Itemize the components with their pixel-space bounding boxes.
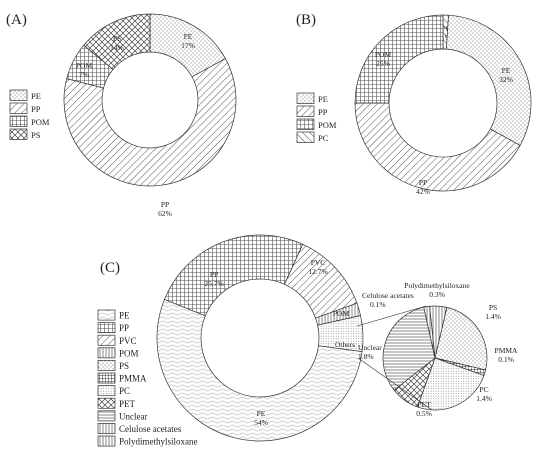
a-slice-label-pp: PP — [161, 200, 169, 209]
legend-c-label-celulose-acetates: Celulose acetates — [119, 424, 182, 434]
legend-b-swatch-pc — [296, 131, 315, 143]
sub-slice-ps — [434, 306, 488, 371]
sub-slice-value-polydimethylsiloxane: 0.3% — [429, 290, 445, 299]
sub-slice-unclear — [382, 306, 436, 391]
sub-slice-value-unclear: 1.8% — [358, 352, 374, 361]
legend-b-label-pe: PE — [318, 94, 328, 104]
b-slice-pe — [446, 14, 532, 146]
legend-c-label-pvc: PVC — [119, 336, 137, 346]
c-slice-value-pvc: 12.7% — [308, 267, 327, 276]
legend-c: PE PP PVC POM PS PMMA PC PET Unclear Celulose ace… — [97, 309, 198, 447]
legend-c-swatch-pet — [97, 397, 116, 409]
legend-a-label-pe: PE — [31, 91, 41, 101]
a-slice-value-pe: 17% — [181, 41, 195, 50]
sub-slice-value-ps: 1.4% — [485, 312, 501, 321]
legend-c-swatch-pe — [97, 309, 116, 321]
c-slice-label-pp: PP — [210, 270, 218, 279]
legend-c-label-pc: PC — [119, 386, 130, 396]
sub-slice-label-pmma: PMMA — [495, 346, 519, 355]
a-slice-label-pe: PE — [184, 32, 193, 41]
c-slice-pp — [164, 234, 304, 317]
b-slice-pp — [354, 102, 521, 192]
b-slice-label-pc: PC — [441, 24, 450, 33]
a-slice-label-ps: PS — [113, 34, 121, 43]
panel-label-a: (A) — [6, 12, 27, 28]
a-slice-value-ps: 14% — [110, 43, 124, 52]
legend-c-swatch-ps — [97, 360, 116, 371]
sub-slice-value-pet: 0.5% — [416, 409, 432, 418]
legend-c-swatch-pp — [97, 322, 116, 334]
legend-c-label-unclear: Unclear — [119, 411, 147, 421]
legend-c-label-pe: PE — [119, 311, 130, 321]
c-slice-value-pp: 25.7% — [204, 279, 223, 288]
legend-a-label-pom: POM — [31, 117, 50, 127]
legend-b-swatch-pe — [296, 92, 315, 104]
c-slice-label-pom: POM — [333, 309, 350, 318]
b-slice-label-pom: POM — [375, 50, 392, 59]
legend-c-label-polydimethylsiloxane: Polydimethylsiloxane — [119, 437, 198, 447]
legend-b-swatch-pom — [296, 118, 315, 130]
sub-slice-label-polydimethylsiloxane: Polydimethylsiloxane — [404, 281, 470, 290]
legend-a-swatch-pe — [9, 89, 28, 101]
sub-slice-value-pc: 1.4% — [476, 394, 492, 403]
b-slice-value-pom: 25% — [376, 59, 390, 68]
b-slice-value-pc: 1% — [441, 33, 451, 42]
a-slice-ps — [83, 13, 151, 70]
legend-c-swatch-polydimethylsiloxane — [97, 435, 116, 447]
sub-slice-label-pc: PC — [479, 385, 488, 394]
b-slice-pom — [354, 14, 444, 104]
sub-slice-value-celulose-acetates: 0.1% — [370, 300, 386, 309]
legend-c-label-pet: PET — [119, 399, 136, 409]
b-slice-label-pp: PP — [419, 178, 427, 187]
b-slice-value-pp: 42% — [416, 187, 430, 196]
connector-line-bottom — [357, 357, 433, 411]
a-slice-label-pom: POM — [76, 61, 93, 70]
legend-c-label-ps: PS — [119, 361, 129, 371]
sub-slice-label-ps: PS — [489, 303, 497, 312]
panel-label-b: (B) — [296, 12, 316, 28]
c-slice-pe — [156, 298, 363, 442]
legend-c-swatch-celulose-acetates — [97, 423, 116, 434]
c-slice-value-pe: 54% — [254, 418, 268, 427]
c-slice-label-pvc: PVC — [311, 258, 326, 267]
legend-a-label-pp: PP — [31, 104, 41, 114]
legend-c-label-pmma: PMMA — [119, 374, 147, 384]
legend-c-swatch-pom — [97, 347, 116, 359]
legend-b-label-pp: PP — [318, 107, 328, 117]
connector-line-top — [356, 305, 427, 327]
panel-label-c: (C) — [100, 260, 120, 276]
legend-b-swatch-pp — [296, 105, 315, 117]
legend-b-label-pc: PC — [318, 133, 329, 143]
legend-a-swatch-pom — [9, 115, 28, 127]
legend-c-swatch-unclear — [97, 410, 116, 422]
sub-slice-value-pmma: 0.1% — [498, 355, 514, 364]
legend-a-label-ps: PS — [31, 130, 41, 140]
a-slice-pp — [63, 58, 237, 187]
a-slice-value-pp: 62% — [158, 209, 172, 218]
legend-c-swatch-pmma — [97, 372, 116, 384]
legend-a-swatch-pp — [9, 102, 28, 114]
b-slice-value-pe: 32% — [499, 75, 513, 84]
c-slice-label-others: Others — [335, 340, 355, 349]
legend-c-swatch-pc — [97, 385, 116, 397]
legend-c-swatch-pvc — [97, 334, 116, 346]
legend-b: PE PP POM PC — [296, 92, 337, 143]
pie-chart-others-breakdown: Polydimethylsiloxane0.3%PS1.4%PMMA0.1%PC… — [356, 281, 519, 418]
sub-slice-label-unclear: Unclear — [358, 343, 382, 352]
legend-a-swatch-ps — [9, 128, 28, 140]
sub-slice-pc — [417, 357, 485, 411]
legend-b-label-pom: POM — [318, 120, 337, 130]
a-slice-value-pom: 7% — [79, 70, 89, 79]
b-slice-label-pe: PE — [502, 66, 511, 75]
sub-slice-celulose-acetates — [423, 305, 436, 359]
legend-c-label-pp: PP — [119, 323, 129, 333]
legend-c-label-pom: POM — [119, 348, 139, 358]
legend-a: PE PP POM PS — [9, 89, 50, 140]
c-slice-label-pe: PE — [257, 409, 266, 418]
sub-slice-label-celulose-acetates: Celulose acetates — [362, 291, 414, 300]
